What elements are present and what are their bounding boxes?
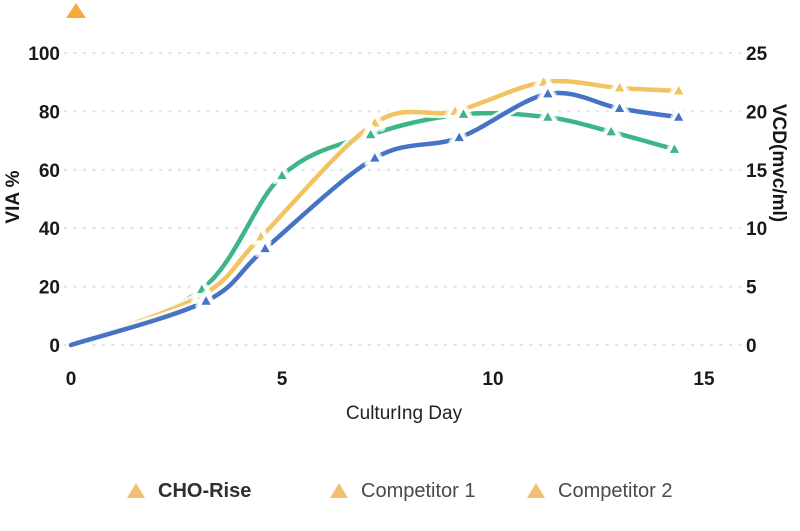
data-point-triangle-marker xyxy=(665,139,684,156)
legend-item-cho-rise: CHO-Rise xyxy=(127,476,251,506)
legend-triangle-icon xyxy=(127,482,145,498)
data-point-triangle-marker xyxy=(610,78,629,95)
data-point-triangle-marker xyxy=(539,84,557,101)
y-axis-tick-label-left: 40 xyxy=(39,219,60,240)
legend-label: Competitor 2 xyxy=(558,479,673,502)
y-axis-tick-label-right: 15 xyxy=(746,161,768,182)
data-point-triangle-marker xyxy=(366,148,384,165)
legend-triangle-icon xyxy=(527,482,545,498)
data-point-triangle-marker xyxy=(669,81,688,98)
y-axis-tick-label-right: 0 xyxy=(746,336,757,357)
x-axis-tick-label: 15 xyxy=(693,369,715,390)
data-point-triangle-marker xyxy=(669,107,688,124)
data-point-triangle-marker xyxy=(197,291,215,308)
brand-corner-triangle-icon xyxy=(66,3,86,18)
data-point-triangle-marker xyxy=(454,104,473,121)
y-axis-title-left: VIA % xyxy=(3,170,24,224)
y-axis-tick-label-right: 25 xyxy=(746,44,768,65)
data-point-triangle-marker xyxy=(610,98,629,115)
y-axis-tick-label-right: 20 xyxy=(746,102,767,123)
y-axis-tick-label-right: 5 xyxy=(746,278,757,299)
data-point-triangle-marker xyxy=(256,239,274,256)
data-point-triangle-marker xyxy=(450,128,468,145)
x-axis-tick-label: 0 xyxy=(66,369,77,390)
legend-triangle-icon xyxy=(330,482,348,498)
legend-item-competitor-2: Competitor 2 xyxy=(527,476,673,506)
legend-label: Competitor 1 xyxy=(361,479,476,502)
x-axis-tick-label: 10 xyxy=(482,369,503,390)
legend-label: CHO-Rise xyxy=(158,479,252,502)
x-axis-title: CulturIng Day xyxy=(345,403,463,424)
y-axis-tick-label-left: 60 xyxy=(39,161,60,182)
x-axis-tick-label: 5 xyxy=(277,369,288,390)
y-axis-tick-label-left: 0 xyxy=(49,336,60,357)
data-point-triangle-marker xyxy=(602,122,620,139)
data-point-triangle-marker xyxy=(361,125,380,142)
legend: CHO-Rise Competitor 1 Competitor 2 xyxy=(0,476,800,506)
legend-item-competitor-1: Competitor 1 xyxy=(330,476,476,506)
y-axis-tick-label-left: 80 xyxy=(39,102,60,123)
y-axis-tick-label-left: 100 xyxy=(28,44,60,65)
data-point-triangle-marker xyxy=(539,107,557,124)
y-axis-tick-label-left: 20 xyxy=(39,278,60,299)
y-axis-tick-label-right: 10 xyxy=(746,219,767,240)
data-point-triangle-marker xyxy=(273,166,291,183)
y-axis-title-right: VCD(mvc/ml) xyxy=(768,103,789,223)
